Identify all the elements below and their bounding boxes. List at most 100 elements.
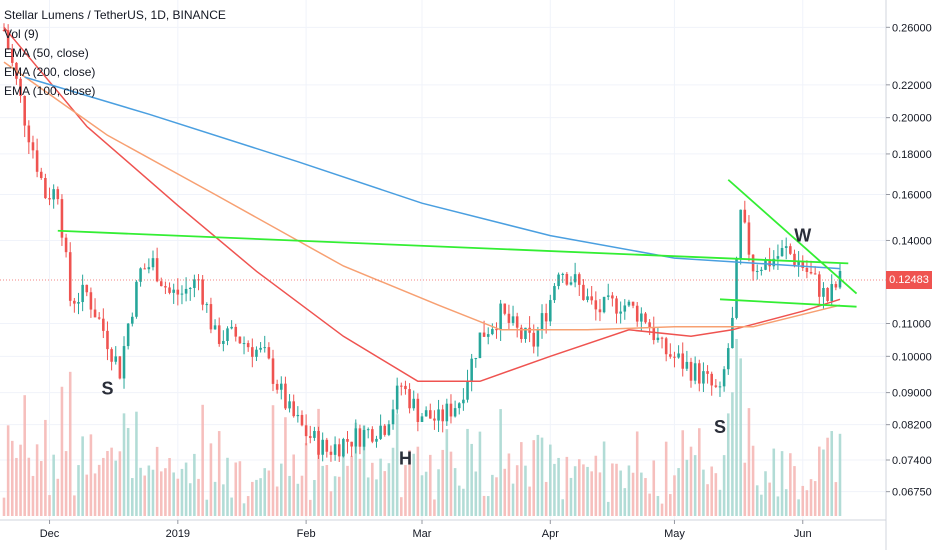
- candle-body: [329, 451, 333, 455]
- volume-bar: [635, 431, 639, 516]
- candle-body: [89, 292, 93, 310]
- y-tick-label: 0.10000: [892, 351, 932, 363]
- candle-body: [714, 385, 718, 387]
- volume-bar: [441, 449, 444, 516]
- volume-bar: [577, 459, 581, 516]
- candle-body: [797, 261, 800, 265]
- volume-bar: [159, 471, 163, 516]
- candle-body: [818, 274, 821, 297]
- volume-bar: [416, 446, 420, 516]
- volume-bar: [226, 457, 229, 516]
- volume-bar: [73, 495, 76, 516]
- volume-bar: [693, 455, 697, 516]
- candle-body: [784, 246, 788, 248]
- candle-body: [275, 383, 279, 390]
- volume-bar: [317, 408, 320, 516]
- volume-bar: [499, 409, 502, 516]
- y-tick-label: 0.06750: [892, 487, 932, 499]
- candle-body: [164, 286, 167, 288]
- volume-bar: [346, 465, 349, 516]
- volume-bar: [52, 454, 55, 516]
- chart-legend: Stellar Lumens / TetherUS, 1D, BINANCE V…: [4, 6, 226, 101]
- candle-body: [743, 209, 747, 223]
- annotation-label: S: [101, 379, 113, 399]
- candle-body: [789, 246, 792, 254]
- volume-bar: [56, 478, 60, 516]
- candle-body: [242, 343, 246, 345]
- candle-body: [44, 177, 47, 199]
- volume-bar: [669, 494, 672, 516]
- volume-bar: [764, 471, 767, 516]
- legend-symbol[interactable]: Stellar Lumens / TetherUS, 1D, BINANCE: [4, 8, 226, 22]
- candle-body: [230, 326, 233, 329]
- ema-lines: [3, 26, 841, 383]
- volume-bar: [201, 404, 204, 516]
- volume-bar: [536, 434, 540, 516]
- volume-bar: [97, 464, 101, 516]
- volume-bar: [478, 431, 482, 516]
- volume-bar: [739, 358, 742, 516]
- volume-bar: [379, 458, 382, 516]
- volume-bar: [68, 371, 72, 516]
- volume-bar: [60, 386, 64, 516]
- volume-bar: [321, 465, 324, 516]
- volume-bar: [656, 495, 660, 516]
- volume-bar: [313, 480, 316, 516]
- volume-bar: [354, 422, 358, 516]
- volume-bar: [188, 483, 192, 516]
- candle-body: [155, 258, 159, 282]
- y-tick-label: 0.09000: [892, 388, 932, 400]
- volume-bar: [230, 497, 233, 516]
- volume-bar: [342, 449, 345, 516]
- volume-bar: [809, 479, 813, 516]
- candle-body: [412, 398, 416, 409]
- volume-bar: [718, 489, 722, 516]
- legend-ema50[interactable]: EMA (50, close): [4, 46, 89, 60]
- volume-bar: [333, 476, 337, 516]
- candle-body: [424, 410, 428, 417]
- volume-bar: [259, 478, 262, 516]
- volume-bar: [611, 463, 614, 516]
- legend-ema100[interactable]: EMA (100, close): [4, 84, 96, 98]
- candle-body: [565, 273, 569, 285]
- candle-body: [772, 258, 776, 267]
- volume-bar: [6, 425, 10, 516]
- candle-body: [362, 430, 366, 447]
- volume-bar: [143, 475, 146, 516]
- volume-bar: [470, 443, 473, 516]
- volume-bar: [805, 490, 809, 516]
- candle-body: [354, 428, 358, 447]
- volume-bar: [400, 497, 403, 516]
- legend-volume[interactable]: Vol (9): [4, 27, 39, 41]
- volume-bar: [640, 472, 643, 516]
- volume-bar: [532, 440, 536, 516]
- volume-bar: [300, 475, 304, 516]
- candle-body: [826, 287, 829, 302]
- x-tick-label: Jun: [794, 528, 812, 540]
- volume-bar: [251, 481, 254, 516]
- volume-bar: [10, 440, 14, 516]
- volume-bar: [114, 460, 118, 516]
- candle-body: [284, 383, 287, 409]
- legend-ema200[interactable]: EMA (200, close): [4, 65, 96, 79]
- volume-bar: [284, 417, 287, 516]
- volume-bar: [263, 468, 267, 516]
- volume-bar: [445, 429, 449, 516]
- volume-bar: [830, 431, 834, 516]
- candle-body: [143, 268, 146, 270]
- candle-body: [263, 347, 267, 349]
- volume-bar: [424, 471, 428, 516]
- volume-bar: [197, 478, 200, 516]
- ema-line: [3, 61, 841, 331]
- volume-bar: [437, 469, 440, 516]
- candle-body: [226, 328, 229, 341]
- y-tick-label: 0.26000: [892, 22, 932, 34]
- ema-line: [24, 76, 841, 270]
- candle-body: [379, 425, 382, 439]
- volume-bar: [462, 488, 465, 516]
- candle-body: [582, 284, 585, 300]
- volume-bar: [466, 428, 469, 516]
- candle-body: [321, 439, 324, 455]
